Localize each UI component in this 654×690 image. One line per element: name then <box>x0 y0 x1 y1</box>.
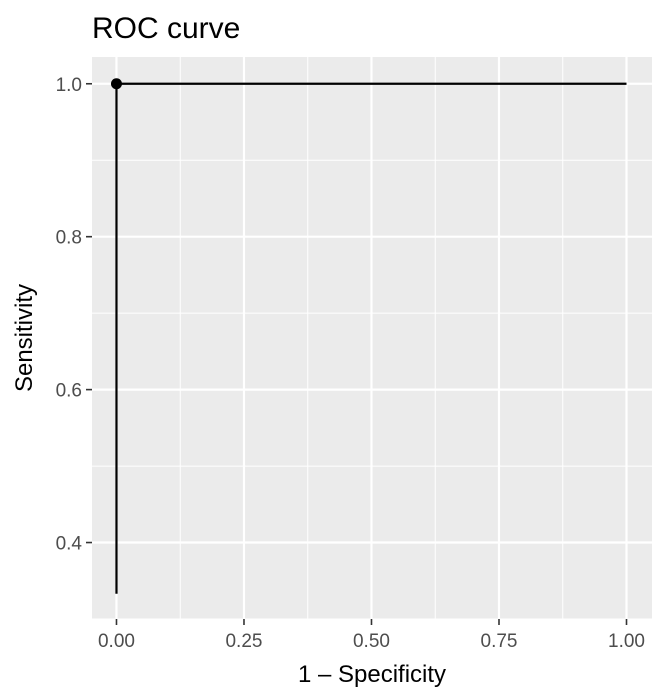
roc-point <box>110 78 122 90</box>
x-axis-title: 1 – Specificity <box>298 661 446 688</box>
y-axis-title: Sensitivity <box>11 284 38 392</box>
chart-title: ROC curve <box>92 12 240 45</box>
x-tick-label: 1.00 <box>608 631 645 652</box>
x-axis-ticks: 0.00 0.25 0.50 0.75 1.00 <box>98 619 645 652</box>
y-tick-label: 1.0 <box>56 75 82 96</box>
y-axis-ticks: 0.4 0.6 0.8 1.0 <box>56 75 92 555</box>
x-tick-label: 0.50 <box>353 631 390 652</box>
x-tick-label: 0.75 <box>481 631 518 652</box>
y-tick-label: 0.6 <box>56 381 82 402</box>
x-tick-label: 0.25 <box>225 631 262 652</box>
y-tick-label: 0.8 <box>56 228 82 249</box>
roc-points <box>110 78 122 90</box>
x-tick-label: 0.00 <box>98 631 135 652</box>
y-tick-label: 0.4 <box>56 534 83 555</box>
